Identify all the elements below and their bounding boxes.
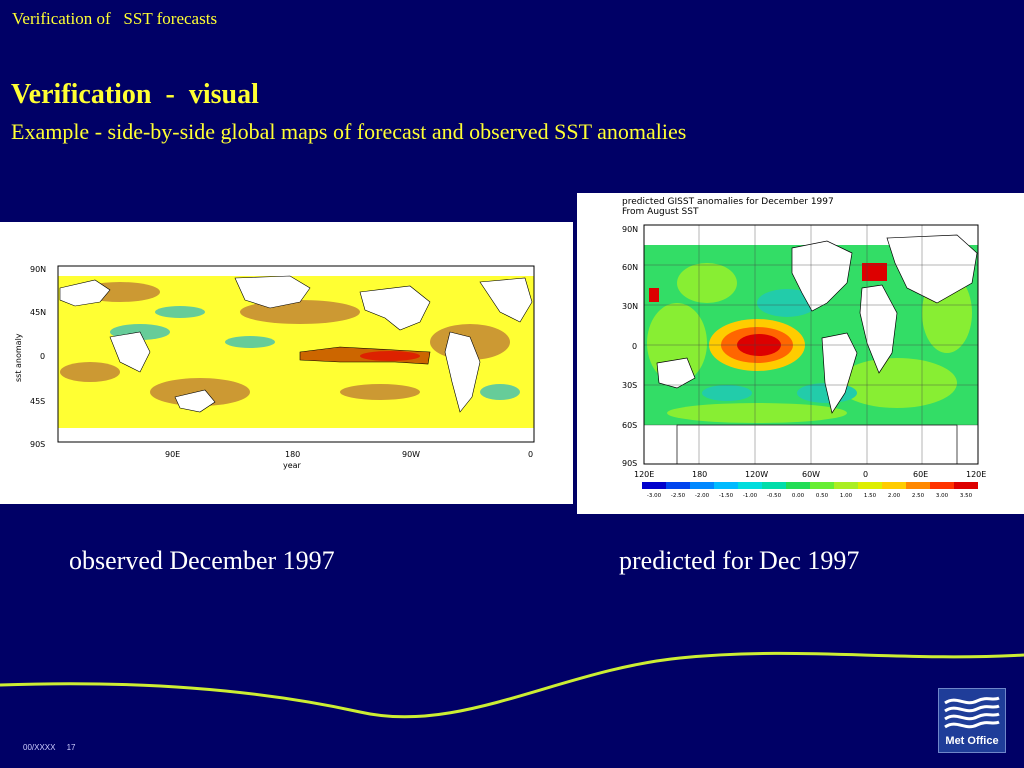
pred-hotspot <box>862 263 887 281</box>
obs-lon-label: 90E <box>165 450 180 459</box>
pred-map-subtitle: From August SST <box>622 207 699 217</box>
pred-lat-label: 60S <box>622 421 637 430</box>
obs-lon-label: 90W <box>402 450 420 459</box>
obs-warm-patch <box>60 362 120 382</box>
pred-lat-label: 0 <box>632 342 637 351</box>
pred-landmass <box>676 424 958 465</box>
decorative-wave-line <box>0 651 1024 719</box>
slide-title: Verification - visual <box>11 79 259 110</box>
met-office-logo: Met Office <box>938 688 1006 753</box>
colorbar-swatch <box>738 482 762 489</box>
colorbar-swatch <box>858 482 882 489</box>
obs-lon-label: 0 <box>528 450 533 459</box>
pred-lat-label: 30S <box>622 381 637 390</box>
obs-polar-mask <box>58 428 534 442</box>
pred-lon-label: 60E <box>913 470 928 479</box>
colorbar-label: 2.50 <box>912 493 925 499</box>
obs-el-nino-core <box>360 351 420 361</box>
obs-landmass <box>444 331 481 413</box>
pred-cool-patch <box>757 289 817 317</box>
obs-lat-label: 0 <box>40 352 45 361</box>
obs-x-axis-label: year <box>283 461 302 470</box>
colorbar-swatch <box>762 482 786 489</box>
colorbar-label: -1.00 <box>743 493 758 499</box>
obs-lat-label: 45N <box>30 308 46 317</box>
obs-landmass <box>479 277 533 323</box>
pred-landmass <box>821 332 858 414</box>
colorbar-swatch <box>786 482 810 489</box>
pred-cool-patch <box>702 385 752 401</box>
pred-lat-label: 60N <box>622 263 638 272</box>
obs-cool-patch <box>155 306 205 318</box>
colorbar-label: 0.00 <box>792 493 805 499</box>
colorbar-swatch <box>906 482 930 489</box>
colorbar-label: 1.50 <box>864 493 877 499</box>
colorbar-label: -2.00 <box>695 493 710 499</box>
pred-landmass <box>791 240 853 312</box>
colorbar-swatch <box>714 482 738 489</box>
met-office-logo-text: Met Office <box>945 735 999 747</box>
pred-lon-label: 60W <box>802 470 820 479</box>
colorbar-label: -1.50 <box>719 493 734 499</box>
observed-sst-map-panel: 90N 45N 0 45S 90S 90E 180 90W 0 year sst… <box>0 222 573 504</box>
colorbar-swatch <box>666 482 690 489</box>
obs-landmass <box>59 279 111 307</box>
pred-lat-label: 90N <box>622 225 638 234</box>
colorbar-swatch <box>690 482 714 489</box>
colorbar-swatch <box>834 482 858 489</box>
predicted-sst-map-panel: predicted GISST anomalies for December 1… <box>577 193 1024 514</box>
colorbar-swatch <box>930 482 954 489</box>
colorbar-label: 3.00 <box>936 493 949 499</box>
pred-lat-label: 30N <box>622 302 638 311</box>
obs-polar-mask <box>58 266 534 276</box>
obs-cool-patch <box>225 336 275 348</box>
pred-landmass <box>656 357 696 389</box>
colorbar-swatch <box>642 482 666 489</box>
predicted-caption: predicted for Dec 1997 <box>619 546 860 575</box>
pred-lon-label: 120E <box>966 470 986 479</box>
pred-warm-patch <box>667 403 847 423</box>
pred-map-title: predicted GISST anomalies for December 1… <box>622 197 834 207</box>
pred-warm-patch <box>837 358 957 408</box>
obs-landmass <box>359 285 431 331</box>
colorbar-swatch <box>882 482 906 489</box>
colorbar-label: -2.50 <box>671 493 686 499</box>
observed-caption: observed December 1997 <box>69 546 335 575</box>
slide-footer: 00/XXXX 17 <box>23 743 76 752</box>
obs-landmass <box>109 331 151 373</box>
pred-lon-label: 180 <box>692 470 707 479</box>
pred-warm-patch <box>677 263 737 303</box>
met-office-wave-icon <box>944 696 1000 729</box>
pred-hotspot <box>649 288 659 302</box>
colorbar-swatch <box>810 482 834 489</box>
slide-header: Verification of SST forecasts <box>12 9 218 28</box>
pred-lon-label: 120W <box>745 470 768 479</box>
observed-sst-map: 90N 45N 0 45S 90S 90E 180 90W 0 year sst… <box>14 265 535 470</box>
obs-y-axis-label: sst anomaly <box>14 333 23 382</box>
predicted-sst-map: predicted GISST anomalies for December 1… <box>622 197 986 499</box>
colorbar-label: 3.50 <box>960 493 973 499</box>
colorbar-label: 0.50 <box>816 493 829 499</box>
colorbar-swatch <box>954 482 978 489</box>
obs-warm-patch <box>340 384 420 400</box>
pred-landmass <box>886 234 978 304</box>
slide-subtitle: Example - side-by-side global maps of fo… <box>11 119 687 144</box>
pred-lon-label: 0 <box>863 470 868 479</box>
pred-lat-label: 90S <box>622 459 637 468</box>
obs-lat-label: 90N <box>30 265 46 274</box>
colorbar-label: -0.50 <box>767 493 782 499</box>
pred-landmass <box>859 284 898 374</box>
pred-lon-label: 120E <box>634 470 654 479</box>
obs-lon-label: 180 <box>285 450 300 459</box>
colorbar-label: -3.00 <box>647 493 662 499</box>
obs-cool-patch <box>480 384 520 400</box>
colorbar-label: 2.00 <box>888 493 901 499</box>
obs-landmass <box>234 275 311 309</box>
obs-lat-label: 90S <box>30 440 45 449</box>
obs-lat-label: 45S <box>30 397 45 406</box>
obs-landmass <box>174 389 216 413</box>
colorbar: -3.00 -2.50 -2.00 -1.50 -1.00 -0.50 0.00 0.50 1.… <box>642 482 978 499</box>
colorbar-label: 1.00 <box>840 493 853 499</box>
